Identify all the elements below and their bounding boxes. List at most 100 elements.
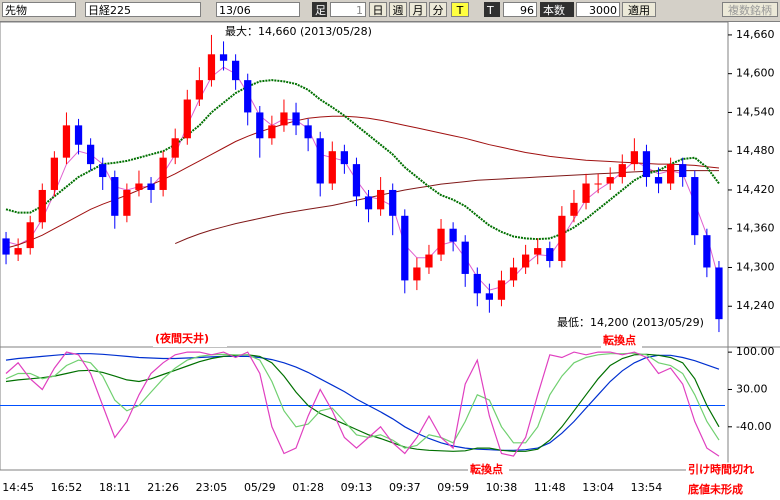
candle-body — [74, 125, 83, 145]
x-tick-label: 14:45 — [2, 481, 34, 494]
oscillator-line — [5, 352, 720, 449]
candle-body — [183, 99, 191, 139]
annotation: (夜間天井) — [155, 331, 209, 345]
candle-body — [509, 267, 518, 281]
tick-button[interactable]: T — [451, 2, 469, 17]
candle-body — [425, 254, 433, 268]
candle-body — [2, 238, 10, 255]
annotation: 底値未形成 — [688, 482, 743, 496]
candle-body — [268, 125, 276, 139]
day-button[interactable]: 日 — [369, 2, 387, 17]
honsu-label: 本数 — [540, 2, 574, 17]
candle-body — [654, 177, 663, 184]
total-input[interactable]: 3000 — [576, 2, 620, 17]
candle-body — [244, 80, 252, 113]
candle-body — [14, 248, 22, 255]
candle-body — [594, 183, 602, 185]
candle-body — [642, 151, 651, 178]
candle-body — [582, 183, 590, 203]
annotation-bg — [153, 331, 227, 347]
candle-body — [461, 241, 469, 274]
x-tick-label: 23:05 — [196, 481, 228, 494]
candle-body — [546, 248, 554, 262]
candle-body — [389, 189, 397, 216]
candle-body — [364, 196, 373, 210]
count-input[interactable]: 96 — [503, 2, 537, 17]
y-tick-label: 14,600 — [736, 67, 775, 80]
candle-body — [328, 151, 336, 184]
candle-body — [667, 164, 675, 184]
annotation-bg — [686, 462, 754, 478]
apply-button[interactable]: 適用 — [622, 2, 656, 17]
candle-body — [401, 215, 409, 281]
annotation: 最低：14,200 (2013/05/29) — [557, 316, 704, 329]
plot-frame — [0, 21, 729, 471]
candle-body — [485, 293, 493, 300]
candle-body — [38, 189, 46, 223]
candle-body — [135, 183, 143, 190]
candle-body — [691, 177, 699, 236]
candle-body — [195, 80, 203, 100]
x-tick-label: 09:13 — [341, 481, 373, 494]
y-tick-label: 14,300 — [736, 260, 775, 273]
annotation-bg — [468, 461, 509, 479]
y-tick-label: 14,360 — [736, 222, 775, 235]
candle-body — [497, 280, 506, 300]
y-tick-label: -40.00 — [736, 420, 771, 433]
minute-button[interactable]: 分 — [429, 2, 447, 17]
x-tick-label: 13:54 — [631, 481, 663, 494]
candle-body — [352, 164, 361, 197]
month-select[interactable]: 13/06 — [216, 2, 300, 17]
x-tick-label: 09:37 — [389, 481, 421, 494]
candle-body — [219, 54, 228, 61]
y-tick-label: 14,420 — [736, 183, 775, 196]
candle-body — [715, 267, 723, 320]
symbol-select[interactable]: 日経225 — [85, 2, 201, 17]
oscillator-line — [5, 353, 720, 452]
candle-body — [207, 54, 216, 81]
candle-body — [256, 112, 264, 139]
multi-button[interactable]: 複数銘柄 — [722, 2, 778, 17]
x-tick-label: 10:38 — [486, 481, 518, 494]
annotation: 最大：14,660 (2013/05/28) — [225, 24, 372, 38]
annotation: 転換点 — [470, 462, 503, 476]
candle-body — [570, 202, 578, 216]
month-button[interactable]: 月 — [409, 2, 427, 17]
candle-body — [316, 138, 324, 184]
candle-body — [413, 267, 421, 281]
candle-body — [304, 125, 312, 139]
x-tick-label: 01:28 — [292, 481, 324, 494]
moving-average — [5, 79, 720, 241]
candle-body — [679, 164, 687, 178]
candle-body — [618, 164, 626, 178]
candle-body — [147, 183, 155, 190]
oscillator-line — [5, 353, 720, 451]
candle-body — [292, 112, 300, 126]
y-tick-label: 14,480 — [736, 144, 775, 157]
week-button[interactable]: 週 — [389, 2, 407, 17]
toolbar: 先物 日経225 13/06 足 1 日 週 月 分 T T 96 本数 300… — [0, 0, 780, 22]
annotation-bg — [601, 332, 642, 350]
y-tick-label: 30.00 — [736, 382, 768, 395]
x-tick-label: 21:26 — [147, 481, 179, 494]
candle-body — [50, 157, 58, 190]
candle-body — [171, 138, 179, 158]
y-tick-label: 14,660 — [736, 28, 775, 41]
moving-average — [5, 66, 720, 291]
candle-body — [26, 222, 34, 249]
x-tick-label: 09:59 — [437, 481, 469, 494]
moving-average — [175, 170, 719, 245]
x-tick-label: 13:04 — [582, 481, 614, 494]
candle-body — [606, 177, 614, 184]
oscillator-line — [5, 351, 720, 457]
annotation: 転換点 — [603, 333, 636, 347]
interval-input[interactable]: 1 — [330, 2, 366, 17]
candle-body — [630, 151, 638, 165]
candle-body — [534, 248, 542, 255]
candle-body — [473, 273, 481, 294]
market-select[interactable]: 先物 — [2, 2, 76, 17]
ashi-label: 足 — [312, 2, 327, 17]
y-tick-label: 14,240 — [736, 299, 775, 312]
